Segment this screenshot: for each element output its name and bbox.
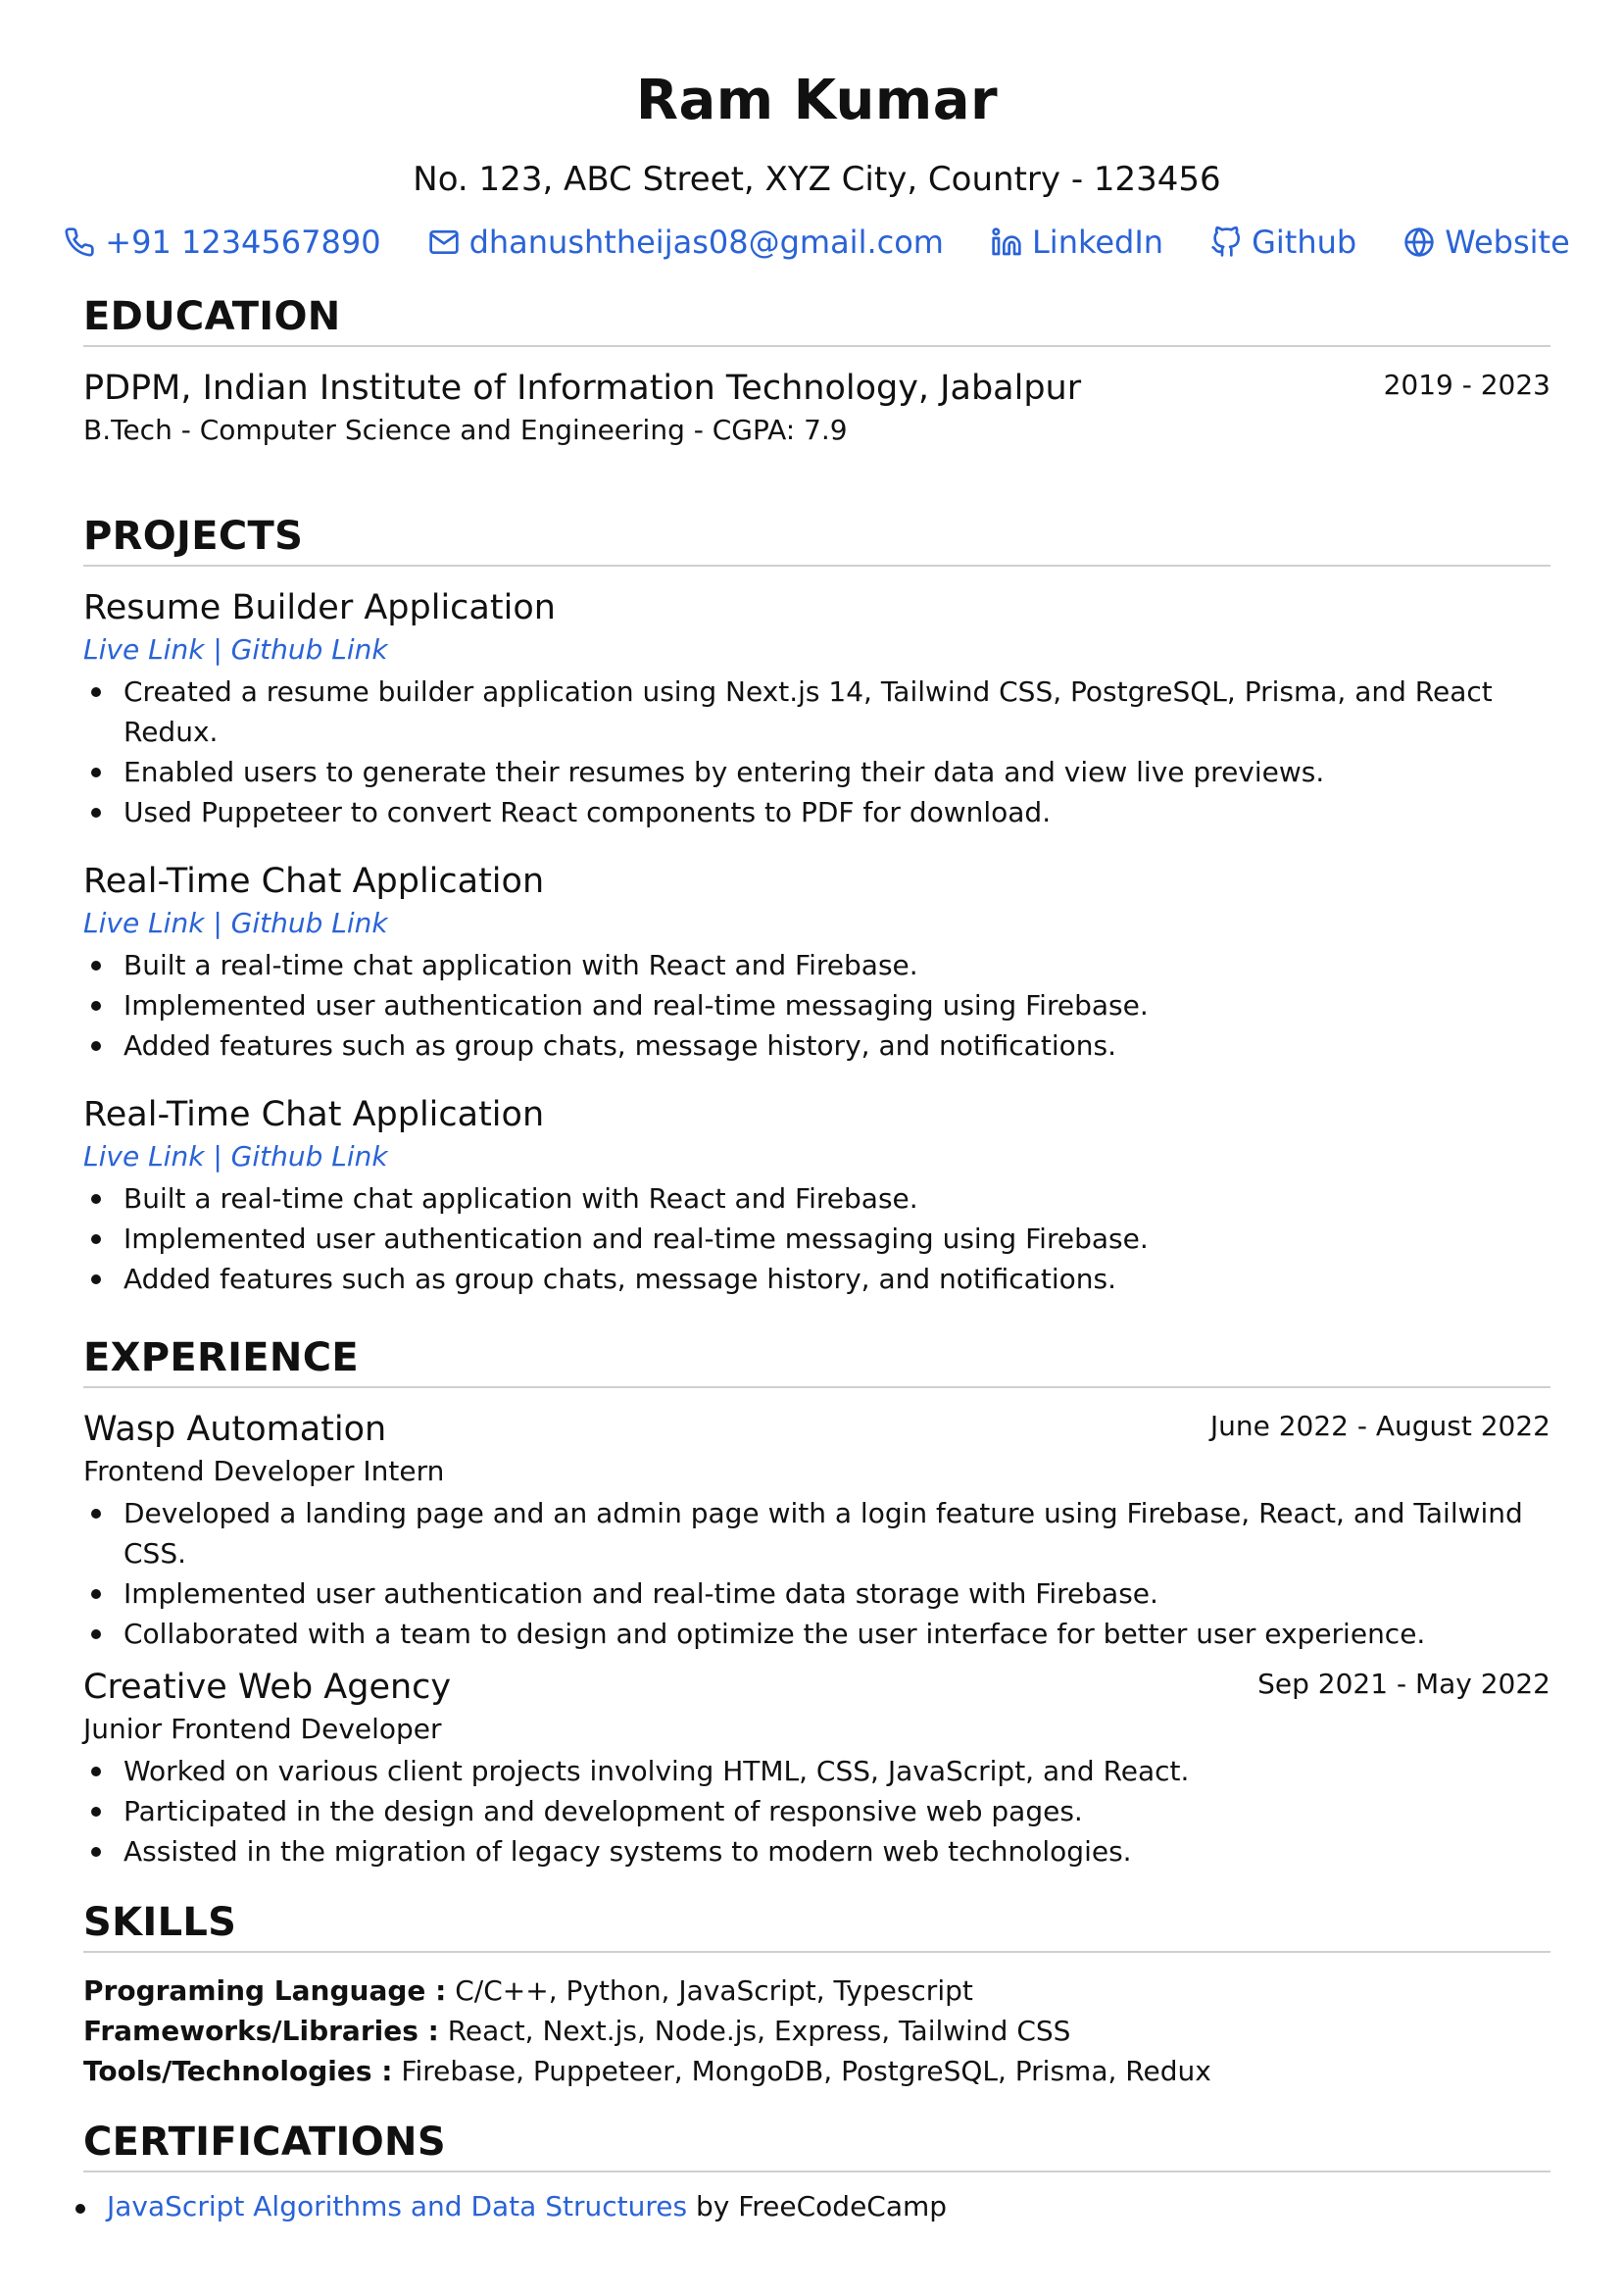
section-title: EDUCATION — [83, 294, 1550, 347]
skills-section: SKILLS Programing Language : C/C++, Pyth… — [83, 1900, 1550, 2091]
skill-row: Programing Language : C/C++, Python, Jav… — [83, 1971, 1550, 2011]
linkedin-link[interactable]: LinkedIn — [991, 224, 1163, 261]
projects-section: PROJECTS Resume Builder Application Live… — [83, 514, 1550, 1299]
project-item: Real-Time Chat Application Live Link | G… — [83, 1095, 1550, 1299]
contact-bar: +91 1234567890 dhanushtheijas08@gmail.co… — [65, 224, 1570, 261]
skill-value: C/C++, Python, JavaScript, Typescript — [446, 1974, 973, 2007]
project-links: Live Link | Github Link — [83, 633, 1550, 666]
experience-bullets: Developed a landing page and an admin pa… — [83, 1493, 1550, 1654]
education-item: PDPM, Indian Institute of Information Te… — [83, 369, 1550, 446]
experience-item: Wasp Automation June 2022 - August 2022 … — [83, 1410, 1550, 1654]
skill-row: Tools/Technologies : Firebase, Puppeteer… — [83, 2051, 1550, 2091]
skill-label: Programing Language : — [83, 1974, 447, 2007]
school-name: PDPM, Indian Institute of Information Te… — [83, 369, 1082, 408]
linkedin-text: LinkedIn — [1031, 224, 1164, 261]
experience-date: Sep 2021 - May 2022 — [1257, 1668, 1550, 1700]
section-title: EXPERIENCE — [83, 1335, 1550, 1388]
project-links: Live Link | Github Link — [83, 907, 1550, 939]
list-item: Enabled users to generate their resumes … — [83, 752, 1550, 792]
list-item: Worked on various client projects involv… — [83, 1751, 1550, 1791]
github-link[interactable]: Github — [1210, 224, 1356, 261]
list-item: Implemented user authentication and real… — [83, 1219, 1550, 1259]
list-item: Participated in the design and developme… — [83, 1791, 1550, 1831]
live-link[interactable]: Live Link — [83, 1140, 205, 1173]
project-name: Real-Time Chat Application — [83, 862, 545, 901]
job-role: Frontend Developer Intern — [83, 1455, 445, 1487]
degree-detail: B.Tech - Computer Science and Engineerin… — [83, 414, 848, 446]
company-name: Creative Web Agency — [83, 1668, 452, 1707]
email-text: dhanushtheijas08@gmail.com — [468, 224, 944, 261]
job-role: Junior Frontend Developer — [83, 1713, 442, 1745]
skill-row: Frameworks/Libraries : React, Next.js, N… — [83, 2011, 1550, 2051]
phone-link[interactable]: +91 1234567890 — [64, 224, 381, 261]
skill-value: Firebase, Puppeteer, MongoDB, PostgreSQL… — [392, 2055, 1211, 2087]
skill-label: Frameworks/Libraries : — [83, 2015, 439, 2047]
github-project-link[interactable]: Github Link — [230, 1140, 388, 1173]
list-item: Developed a landing page and an admin pa… — [83, 1493, 1550, 1573]
project-bullets: Built a real-time chat application with … — [83, 1178, 1550, 1299]
section-title: SKILLS — [83, 1900, 1550, 1953]
experience-date: June 2022 - August 2022 — [1209, 1410, 1550, 1442]
list-item: Implemented user authentication and real… — [83, 985, 1550, 1025]
candidate-name: Ram Kumar — [635, 69, 999, 132]
skill-value: React, Next.js, Node.js, Express, Tailwi… — [438, 2015, 1071, 2047]
section-title: CERTIFICATIONS — [83, 2120, 1550, 2172]
list-item: Built a real-time chat application with … — [83, 1178, 1550, 1219]
project-name: Real-Time Chat Application — [83, 1095, 545, 1134]
github-text: Github — [1252, 224, 1357, 261]
certification-item: JavaScript Algorithms and Data Structure… — [75, 2190, 1550, 2222]
section-title: PROJECTS — [83, 514, 1550, 567]
project-bullets: Built a real-time chat application with … — [83, 945, 1550, 1066]
website-link[interactable]: Website — [1403, 224, 1570, 261]
experience-section: EXPERIENCE Wasp Automation June 2022 - A… — [83, 1335, 1550, 1872]
experience-bullets: Worked on various client projects involv… — [83, 1751, 1550, 1872]
email-link[interactable]: dhanushtheijas08@gmail.com — [428, 224, 944, 261]
github-icon — [1211, 226, 1241, 257]
company-name: Wasp Automation — [83, 1410, 387, 1449]
list-item: Collaborated with a team to design and o… — [83, 1614, 1550, 1654]
link-separator: | — [204, 907, 231, 939]
mail-icon — [428, 230, 459, 254]
list-item: Used Puppeteer to convert React componen… — [83, 792, 1550, 832]
live-link[interactable]: Live Link — [83, 633, 205, 666]
list-item: Built a real-time chat application with … — [83, 945, 1550, 985]
skill-label: Tools/Technologies : — [83, 2055, 393, 2087]
github-project-link[interactable]: Github Link — [230, 907, 388, 939]
list-item: Added features such as group chats, mess… — [83, 1025, 1550, 1066]
project-name: Resume Builder Application — [83, 588, 556, 627]
project-item: Real-Time Chat Application Live Link | G… — [83, 862, 1550, 1066]
github-project-link[interactable]: Github Link — [230, 633, 388, 666]
certification-link[interactable]: JavaScript Algorithms and Data Structure… — [107, 2190, 688, 2222]
phone-icon — [65, 227, 94, 257]
list-item: Created a resume builder application usi… — [83, 672, 1550, 752]
education-section: EDUCATION PDPM, Indian Institute of Info… — [83, 294, 1550, 446]
skills-list: Programing Language : C/C++, Python, Jav… — [83, 1971, 1550, 2091]
project-item: Resume Builder Application Live Link | G… — [83, 588, 1550, 832]
globe-icon — [1404, 227, 1434, 257]
experience-item: Creative Web Agency Sep 2021 - May 2022 … — [83, 1668, 1550, 1872]
education-date: 2019 - 2023 — [1383, 369, 1550, 401]
list-item: Implemented user authentication and real… — [83, 1573, 1550, 1614]
project-bullets: Created a resume builder application usi… — [83, 672, 1550, 832]
certification-issuer: by FreeCodeCamp — [687, 2190, 948, 2222]
linkedin-icon — [992, 227, 1021, 256]
list-item: Added features such as group chats, mess… — [83, 1259, 1550, 1299]
link-separator: | — [204, 1140, 231, 1173]
certifications-section: CERTIFICATIONS JavaScript Algorithms and… — [75, 2120, 1550, 2222]
live-link[interactable]: Live Link — [83, 907, 205, 939]
phone-text: +91 1234567890 — [105, 224, 381, 261]
link-separator: | — [204, 633, 231, 666]
list-item: Assisted in the migration of legacy syst… — [83, 1831, 1550, 1872]
project-links: Live Link | Github Link — [83, 1140, 1550, 1173]
address: No. 123, ABC Street, XYZ City, Country -… — [413, 160, 1221, 199]
website-text: Website — [1445, 224, 1570, 261]
